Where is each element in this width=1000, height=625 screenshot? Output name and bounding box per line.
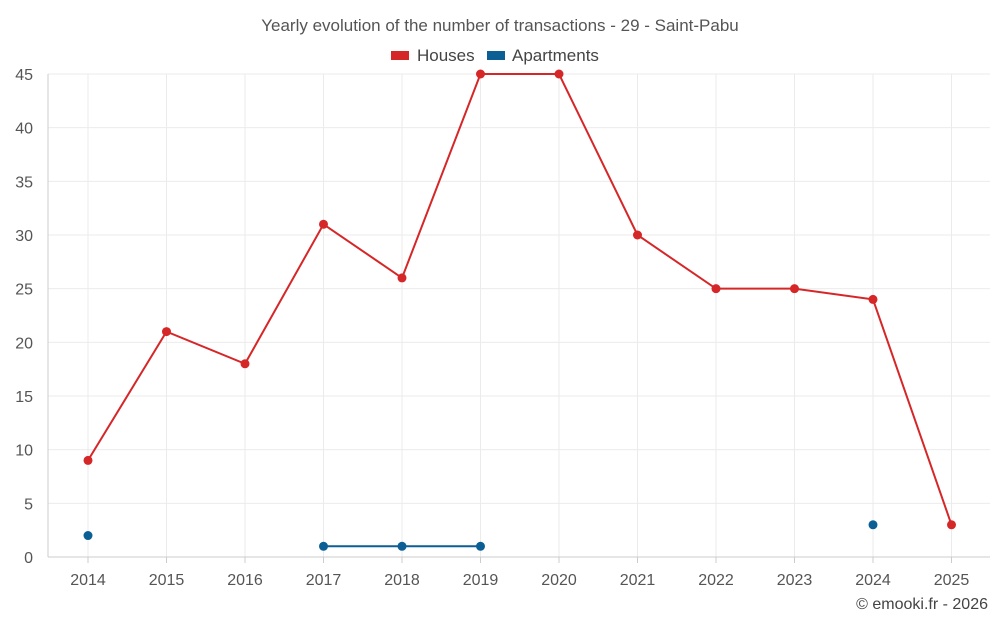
- data-point-houses-2016[interactable]: [240, 359, 250, 369]
- legend[interactable]: Houses Apartments: [391, 46, 599, 65]
- y-tick-label: 40: [15, 121, 33, 138]
- x-tick-label: 2022: [698, 572, 734, 589]
- x-axis: 2014 2015 2016 2017 2018 2019 2020 2021 2022 2023…: [48, 556, 990, 589]
- data-point-houses-2023[interactable]: [790, 284, 799, 294]
- data-series: [83, 69, 956, 551]
- y-tick-label: 20: [15, 335, 33, 352]
- data-point-apartments-2019[interactable]: [476, 541, 485, 551]
- data-point-apartments-2018[interactable]: [397, 541, 407, 551]
- y-axis: 0 5 10 15 20 25 30 35 40 45: [15, 67, 49, 567]
- y-tick-label: 5: [24, 496, 33, 513]
- y-tick-label: 25: [15, 282, 33, 299]
- x-tick-label: 2020: [541, 572, 577, 589]
- data-point-houses-2022[interactable]: [711, 284, 721, 294]
- y-tick-label: 45: [15, 67, 33, 84]
- x-tick-label: 2015: [149, 572, 185, 589]
- series-houses: [83, 69, 956, 530]
- data-point-apartments-2017[interactable]: [319, 541, 328, 551]
- data-point-houses-2018[interactable]: [397, 273, 407, 283]
- y-tick-label: 35: [15, 174, 33, 191]
- x-tick-label: 2018: [384, 572, 420, 589]
- data-point-houses-2021[interactable]: [633, 230, 642, 240]
- y-tick-label: 10: [15, 443, 33, 460]
- data-point-houses-2025[interactable]: [947, 520, 956, 530]
- x-tick-label: 2014: [70, 572, 106, 589]
- y-tick-label: 0: [24, 550, 33, 567]
- x-tick-label: 2016: [227, 572, 263, 589]
- data-point-houses-2014[interactable]: [83, 455, 93, 465]
- series-line-houses: [87, 73, 953, 526]
- gridlines: [48, 73, 990, 558]
- x-tick-label: 2024: [855, 572, 891, 589]
- series-apartments: [83, 520, 878, 551]
- data-point-houses-2020[interactable]: [554, 69, 564, 79]
- legend-label-apartments[interactable]: Apartments: [512, 46, 599, 65]
- data-point-houses-2015[interactable]: [162, 327, 171, 337]
- chart-title: Yearly evolution of the number of transa…: [261, 16, 739, 35]
- x-tick-label: 2023: [777, 572, 813, 589]
- data-point-houses-2017[interactable]: [319, 219, 328, 229]
- x-tick-label: 2025: [934, 572, 970, 589]
- data-point-houses-2019[interactable]: [476, 69, 485, 79]
- y-tick-label: 30: [15, 228, 33, 245]
- credit-text: © emooki.fr - 2026: [856, 596, 988, 613]
- data-point-houses-2024[interactable]: [868, 294, 878, 304]
- data-point-apartments-2014[interactable]: [83, 531, 93, 541]
- y-tick-label: 15: [15, 389, 33, 406]
- legend-swatch-houses: [391, 51, 409, 60]
- x-tick-label: 2019: [463, 572, 499, 589]
- legend-swatch-apartments: [487, 51, 505, 60]
- legend-label-houses[interactable]: Houses: [417, 46, 475, 65]
- x-tick-label: 2021: [620, 572, 656, 589]
- x-tick-label: 2017: [306, 572, 342, 589]
- data-point-apartments-2024[interactable]: [868, 520, 878, 530]
